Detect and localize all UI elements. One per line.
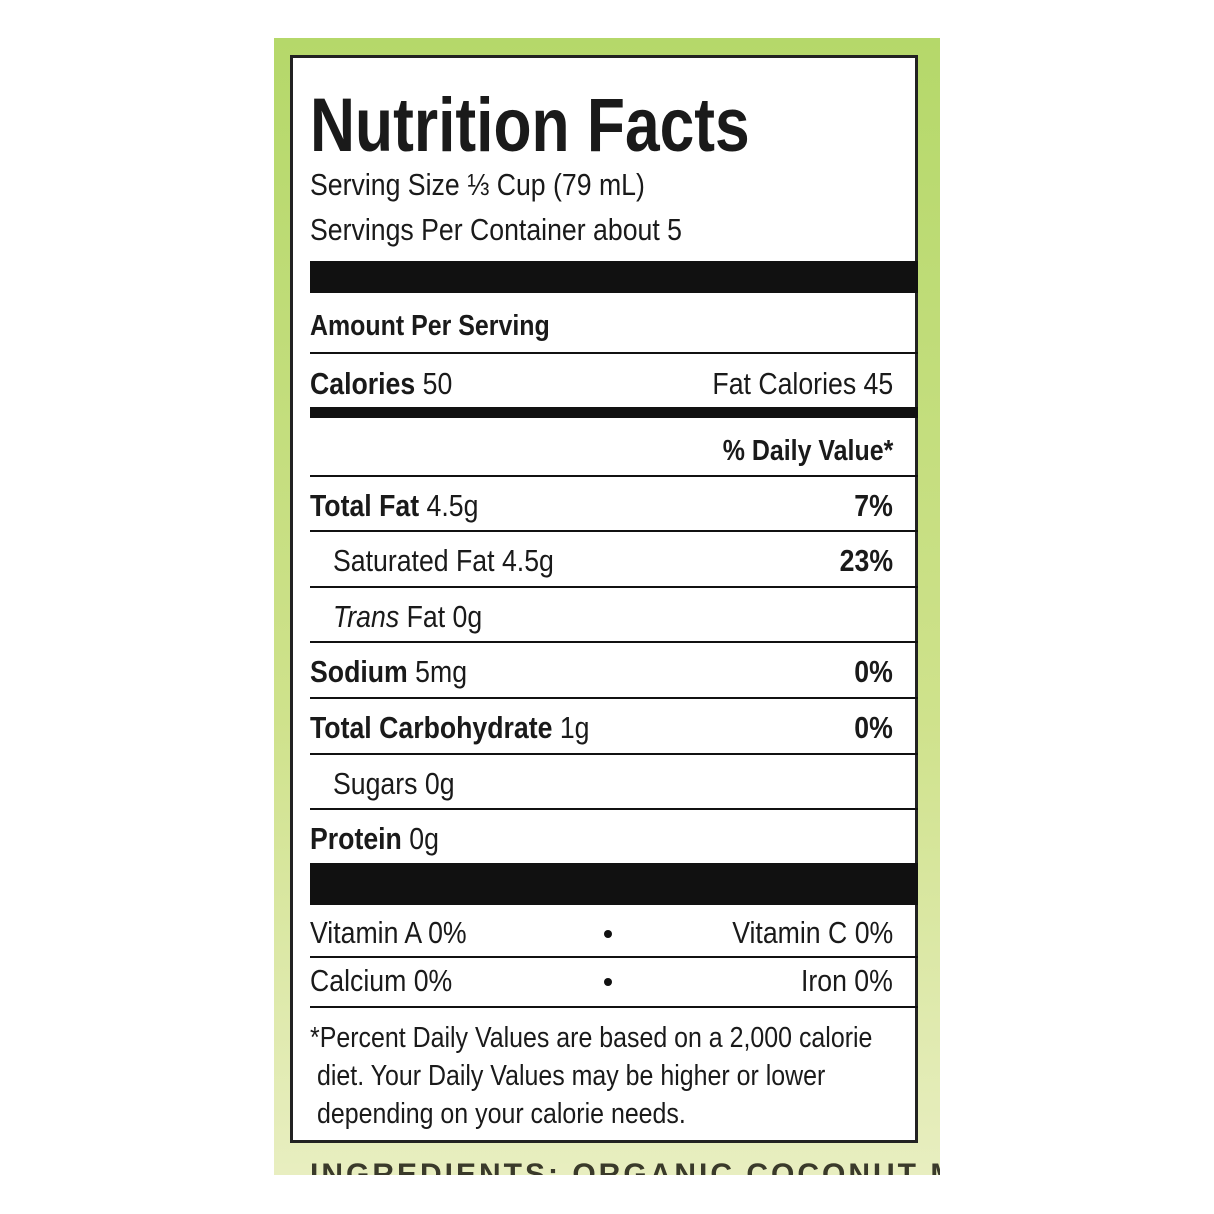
rule — [310, 956, 918, 958]
label: Saturated Fat — [333, 543, 495, 578]
amount: 0g — [424, 766, 455, 801]
title: Nutrition Facts — [310, 83, 750, 168]
amount: 4.5g — [426, 488, 479, 523]
label: Servings Per Container — [310, 212, 586, 247]
amount: 1g — [559, 710, 590, 745]
bullet — [604, 930, 612, 938]
label: Sodium — [310, 654, 408, 689]
rule — [310, 352, 918, 354]
amount: 4.5g — [501, 543, 554, 578]
rule — [310, 475, 918, 477]
serving-size: Serving Size ⅓ Cup (79 mL) — [310, 167, 645, 203]
rule — [310, 586, 918, 588]
ingredients: INGREDIENTS: ORGANIC COCONUT MILK — [310, 1158, 940, 1175]
rule — [310, 641, 918, 643]
label: Total Fat — [310, 488, 420, 523]
value: 50 — [422, 366, 453, 401]
value: about 5 — [593, 212, 683, 247]
amount-per-serving: Amount Per Serving — [310, 310, 550, 342]
label: Total Carbohydrate — [310, 710, 553, 745]
bullet — [604, 978, 612, 986]
daily-value-header: % Daily Value* — [722, 435, 893, 467]
daily-value: 0% — [854, 654, 893, 689]
label: Fat — [406, 599, 446, 634]
fat-calories: Fat Calories 45 — [712, 366, 893, 402]
nutrition-label: Nutrition Facts Serving Size ⅓ Cup (79 m… — [290, 55, 918, 1143]
nutrient-name: Saturated Fat 4.5g — [333, 543, 554, 579]
footnote-line: depending on your calorie needs. — [317, 1098, 686, 1130]
servings-per-container: Servings Per Container about 5 — [310, 212, 682, 248]
daily-value: 0% — [854, 710, 893, 745]
daily-value: 7% — [854, 488, 893, 523]
rule — [310, 1006, 918, 1008]
amount: 0g — [409, 821, 439, 856]
label: Calories — [310, 366, 416, 401]
thick-rule — [310, 863, 918, 905]
nutrient-name: Total Fat 4.5g — [310, 488, 478, 524]
amount: 0g — [452, 599, 483, 634]
daily-value: 23% — [839, 543, 893, 578]
nutrient-name: Protein 0g — [310, 821, 439, 857]
vitamin-left: Vitamin A 0% — [310, 915, 467, 950]
label-italic: Trans — [333, 599, 400, 634]
label: Sugars — [333, 766, 418, 801]
footnote-line: diet. Your Daily Values may be higher or… — [317, 1060, 826, 1092]
nutrient-name: Sodium 5mg — [310, 654, 467, 690]
rule — [310, 697, 918, 699]
nutrient-name: Trans Fat 0g — [333, 599, 482, 635]
label: Fat Calories — [712, 366, 856, 401]
medium-rule — [310, 407, 918, 418]
vitamin-left: Calcium 0% — [310, 963, 453, 998]
amount: 5mg — [415, 654, 468, 689]
value: 45 — [863, 366, 893, 401]
nutrient-name: Sugars 0g — [333, 766, 455, 802]
value: ⅓ Cup (79 mL) — [467, 167, 645, 202]
label: Serving Size — [310, 167, 460, 202]
vitamin-right: Vitamin C 0% — [731, 915, 893, 950]
package: Nutrition Facts Serving Size ⅓ Cup (79 m… — [274, 38, 940, 1175]
label: Protein — [310, 821, 402, 856]
footnote-line: *Percent Daily Values are based on a 2,0… — [310, 1022, 873, 1054]
rule — [310, 753, 918, 755]
vitamin-right: Iron 0% — [801, 963, 893, 998]
rule — [310, 808, 918, 810]
calories: Calories 50 — [310, 366, 452, 402]
nutrient-name: Total Carbohydrate 1g — [310, 710, 590, 746]
rule — [310, 530, 918, 532]
thick-rule — [310, 261, 918, 293]
